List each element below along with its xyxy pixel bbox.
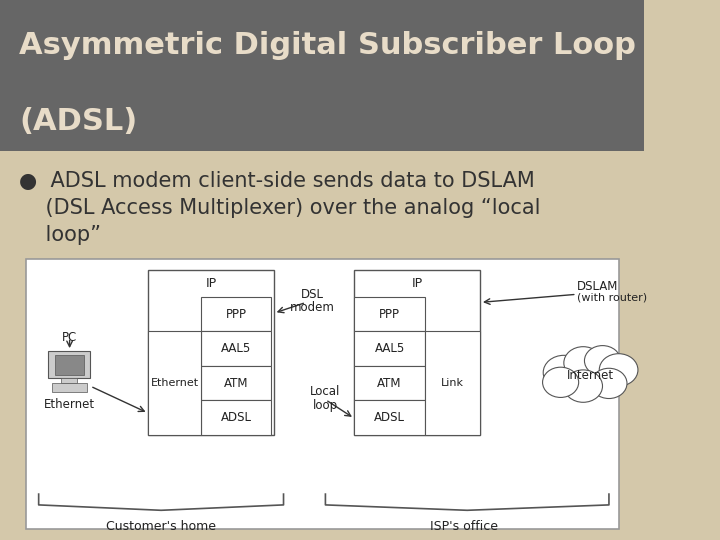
Text: Ethernet: Ethernet [150,378,199,388]
FancyBboxPatch shape [201,332,271,366]
FancyBboxPatch shape [354,332,425,366]
Text: ADSL: ADSL [220,411,252,424]
Text: loop: loop [313,399,338,411]
Circle shape [564,347,603,379]
Text: modem: modem [290,301,335,314]
FancyBboxPatch shape [55,355,84,375]
Text: ●  ADSL modem client-side sends data to DSLAM: ● ADSL modem client-side sends data to D… [19,171,535,191]
Text: DSLAM: DSLAM [577,280,618,293]
Circle shape [543,367,579,397]
Text: PPP: PPP [379,308,400,321]
FancyBboxPatch shape [26,259,618,529]
Circle shape [585,346,621,376]
Text: ISP's office: ISP's office [430,520,498,533]
Text: IP: IP [412,277,423,290]
Text: AAL5: AAL5 [374,342,405,355]
FancyBboxPatch shape [354,400,425,435]
Text: PC: PC [62,331,77,344]
Text: DSL: DSL [301,288,324,301]
Text: AAL5: AAL5 [221,342,251,355]
Text: (with router): (with router) [577,292,647,302]
FancyBboxPatch shape [148,332,201,435]
Text: ATM: ATM [224,376,248,389]
Text: ATM: ATM [377,376,402,389]
FancyBboxPatch shape [201,297,271,332]
Text: Link: Link [441,378,464,388]
FancyBboxPatch shape [425,332,480,435]
Circle shape [564,370,603,402]
FancyBboxPatch shape [148,270,274,435]
FancyBboxPatch shape [201,400,271,435]
FancyBboxPatch shape [354,297,425,332]
Text: IP: IP [205,277,217,290]
Text: (ADSL): (ADSL) [19,107,138,136]
FancyBboxPatch shape [52,383,87,392]
FancyBboxPatch shape [354,366,425,400]
FancyBboxPatch shape [0,0,644,151]
Text: loop”: loop” [19,225,102,245]
Circle shape [591,368,627,399]
Text: Internet: Internet [567,369,614,382]
FancyBboxPatch shape [354,270,480,435]
Circle shape [543,355,585,390]
Text: Local: Local [310,385,341,398]
Text: PPP: PPP [225,308,247,321]
Circle shape [599,354,638,386]
FancyBboxPatch shape [201,366,271,400]
Text: Asymmetric Digital Subscriber Loop: Asymmetric Digital Subscriber Loop [19,31,636,60]
Text: Ethernet: Ethernet [44,399,95,411]
FancyBboxPatch shape [61,378,77,383]
Text: ADSL: ADSL [374,411,405,424]
FancyBboxPatch shape [48,351,90,378]
Text: (DSL Access Multiplexer) over the analog “local: (DSL Access Multiplexer) over the analog… [19,198,541,218]
Text: Customer's home: Customer's home [106,520,216,533]
